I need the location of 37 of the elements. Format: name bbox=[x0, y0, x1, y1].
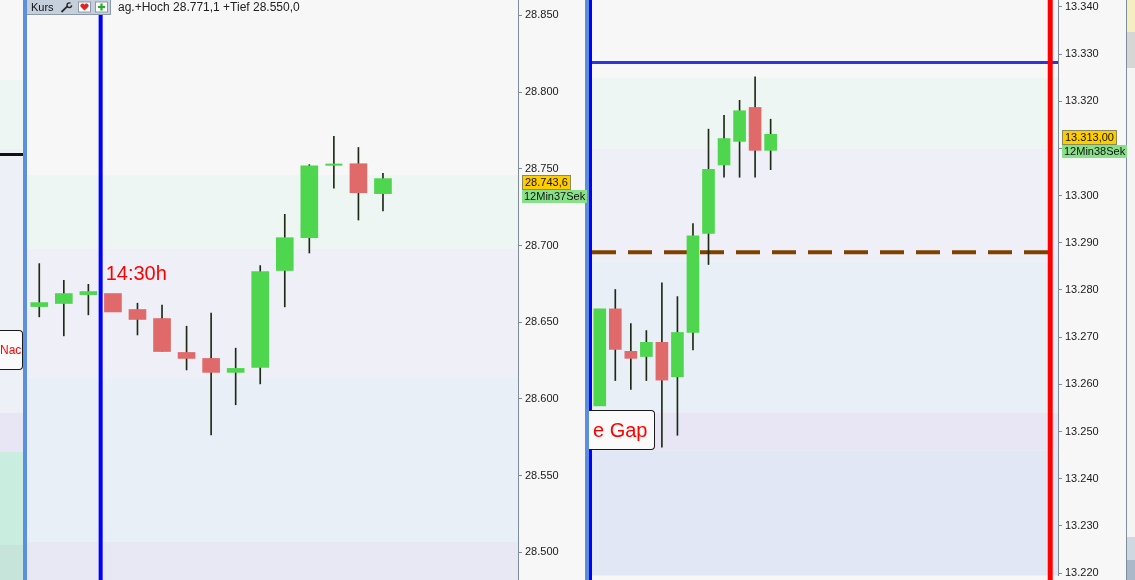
y-tick-label: 13.320 bbox=[1065, 94, 1099, 107]
y-tick-label: 28.500 bbox=[525, 545, 559, 558]
y-tick-label: 28.650 bbox=[525, 315, 559, 328]
y-tick-label: 13.250 bbox=[1065, 424, 1099, 437]
y-tick-label: 13.220 bbox=[1065, 566, 1099, 579]
y-tick-label: 13.230 bbox=[1065, 518, 1099, 531]
candlestick bbox=[202, 312, 220, 436]
candlestick bbox=[55, 280, 73, 337]
chart-title: Kurs bbox=[27, 0, 58, 15]
y-tick-label: 13.340 bbox=[1065, 0, 1099, 12]
candlestick bbox=[593, 308, 607, 407]
y-tick-label: 13.270 bbox=[1065, 330, 1099, 343]
y-tick-label: 13.280 bbox=[1065, 283, 1099, 296]
y-tick-label: 28.700 bbox=[525, 238, 559, 251]
y-tick-label: 13.260 bbox=[1065, 377, 1099, 390]
annotation: 14:30h bbox=[105, 262, 167, 284]
y-tick-label: 28.550 bbox=[525, 468, 559, 481]
annotation: ag.+Hoch 28.771,1 +Tief 28.550,0 bbox=[118, 0, 300, 14]
candlestick bbox=[655, 282, 669, 448]
candlestick bbox=[624, 323, 638, 390]
candlestick bbox=[104, 293, 122, 313]
y-tick-label: 28.600 bbox=[525, 391, 559, 404]
candlestick bbox=[226, 347, 245, 406]
candlestick bbox=[30, 263, 49, 318]
text: 12Min38Sek bbox=[1062, 145, 1128, 158]
y-tick-label: 13.240 bbox=[1065, 471, 1099, 484]
text: 13.313,00 bbox=[1062, 130, 1117, 146]
y-tick-label: 13.300 bbox=[1065, 188, 1099, 201]
candlestick bbox=[325, 136, 343, 189]
y-tick-label: 13.330 bbox=[1065, 47, 1099, 60]
text: 12Min37Sek bbox=[522, 190, 588, 203]
y-tick-label: 28.750 bbox=[525, 161, 559, 174]
y-tick-label: 13.290 bbox=[1065, 235, 1099, 248]
text: 28.743,6 bbox=[522, 174, 571, 190]
y-tick-label: 28.800 bbox=[525, 85, 559, 98]
y-tick-label: 28.850 bbox=[525, 8, 559, 21]
annotation: e Gap bbox=[589, 410, 656, 450]
